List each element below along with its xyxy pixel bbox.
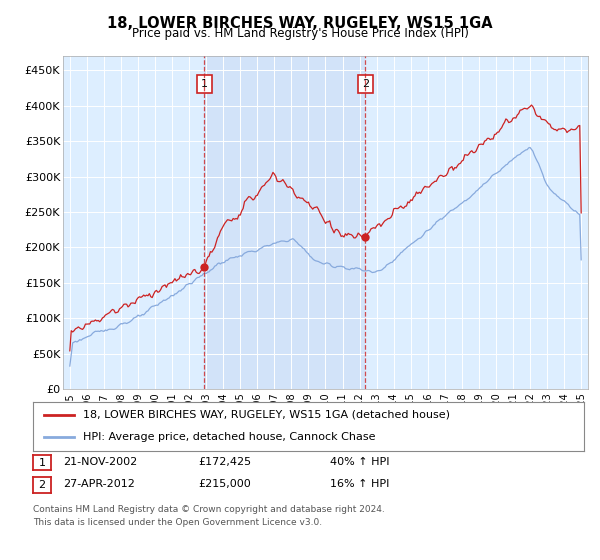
Text: £172,425: £172,425: [198, 457, 251, 467]
Text: 18, LOWER BIRCHES WAY, RUGELEY, WS15 1GA (detached house): 18, LOWER BIRCHES WAY, RUGELEY, WS15 1GA…: [83, 410, 449, 420]
Text: 21-NOV-2002: 21-NOV-2002: [63, 457, 137, 467]
Text: 27-APR-2012: 27-APR-2012: [63, 479, 135, 489]
Text: £215,000: £215,000: [198, 479, 251, 489]
Text: 40% ↑ HPI: 40% ↑ HPI: [330, 457, 389, 467]
Bar: [205, 56, 365, 389]
Text: 1: 1: [201, 80, 208, 90]
Text: 16% ↑ HPI: 16% ↑ HPI: [330, 479, 389, 489]
Text: 2: 2: [38, 480, 46, 490]
Text: Contains HM Land Registry data © Crown copyright and database right 2024.
This d: Contains HM Land Registry data © Crown c…: [33, 505, 385, 526]
Text: Price paid vs. HM Land Registry's House Price Index (HPI): Price paid vs. HM Land Registry's House …: [131, 27, 469, 40]
Text: 18, LOWER BIRCHES WAY, RUGELEY, WS15 1GA: 18, LOWER BIRCHES WAY, RUGELEY, WS15 1GA: [107, 16, 493, 31]
Text: HPI: Average price, detached house, Cannock Chase: HPI: Average price, detached house, Cann…: [83, 432, 375, 442]
Text: 2: 2: [362, 80, 369, 90]
Text: 1: 1: [38, 458, 46, 468]
